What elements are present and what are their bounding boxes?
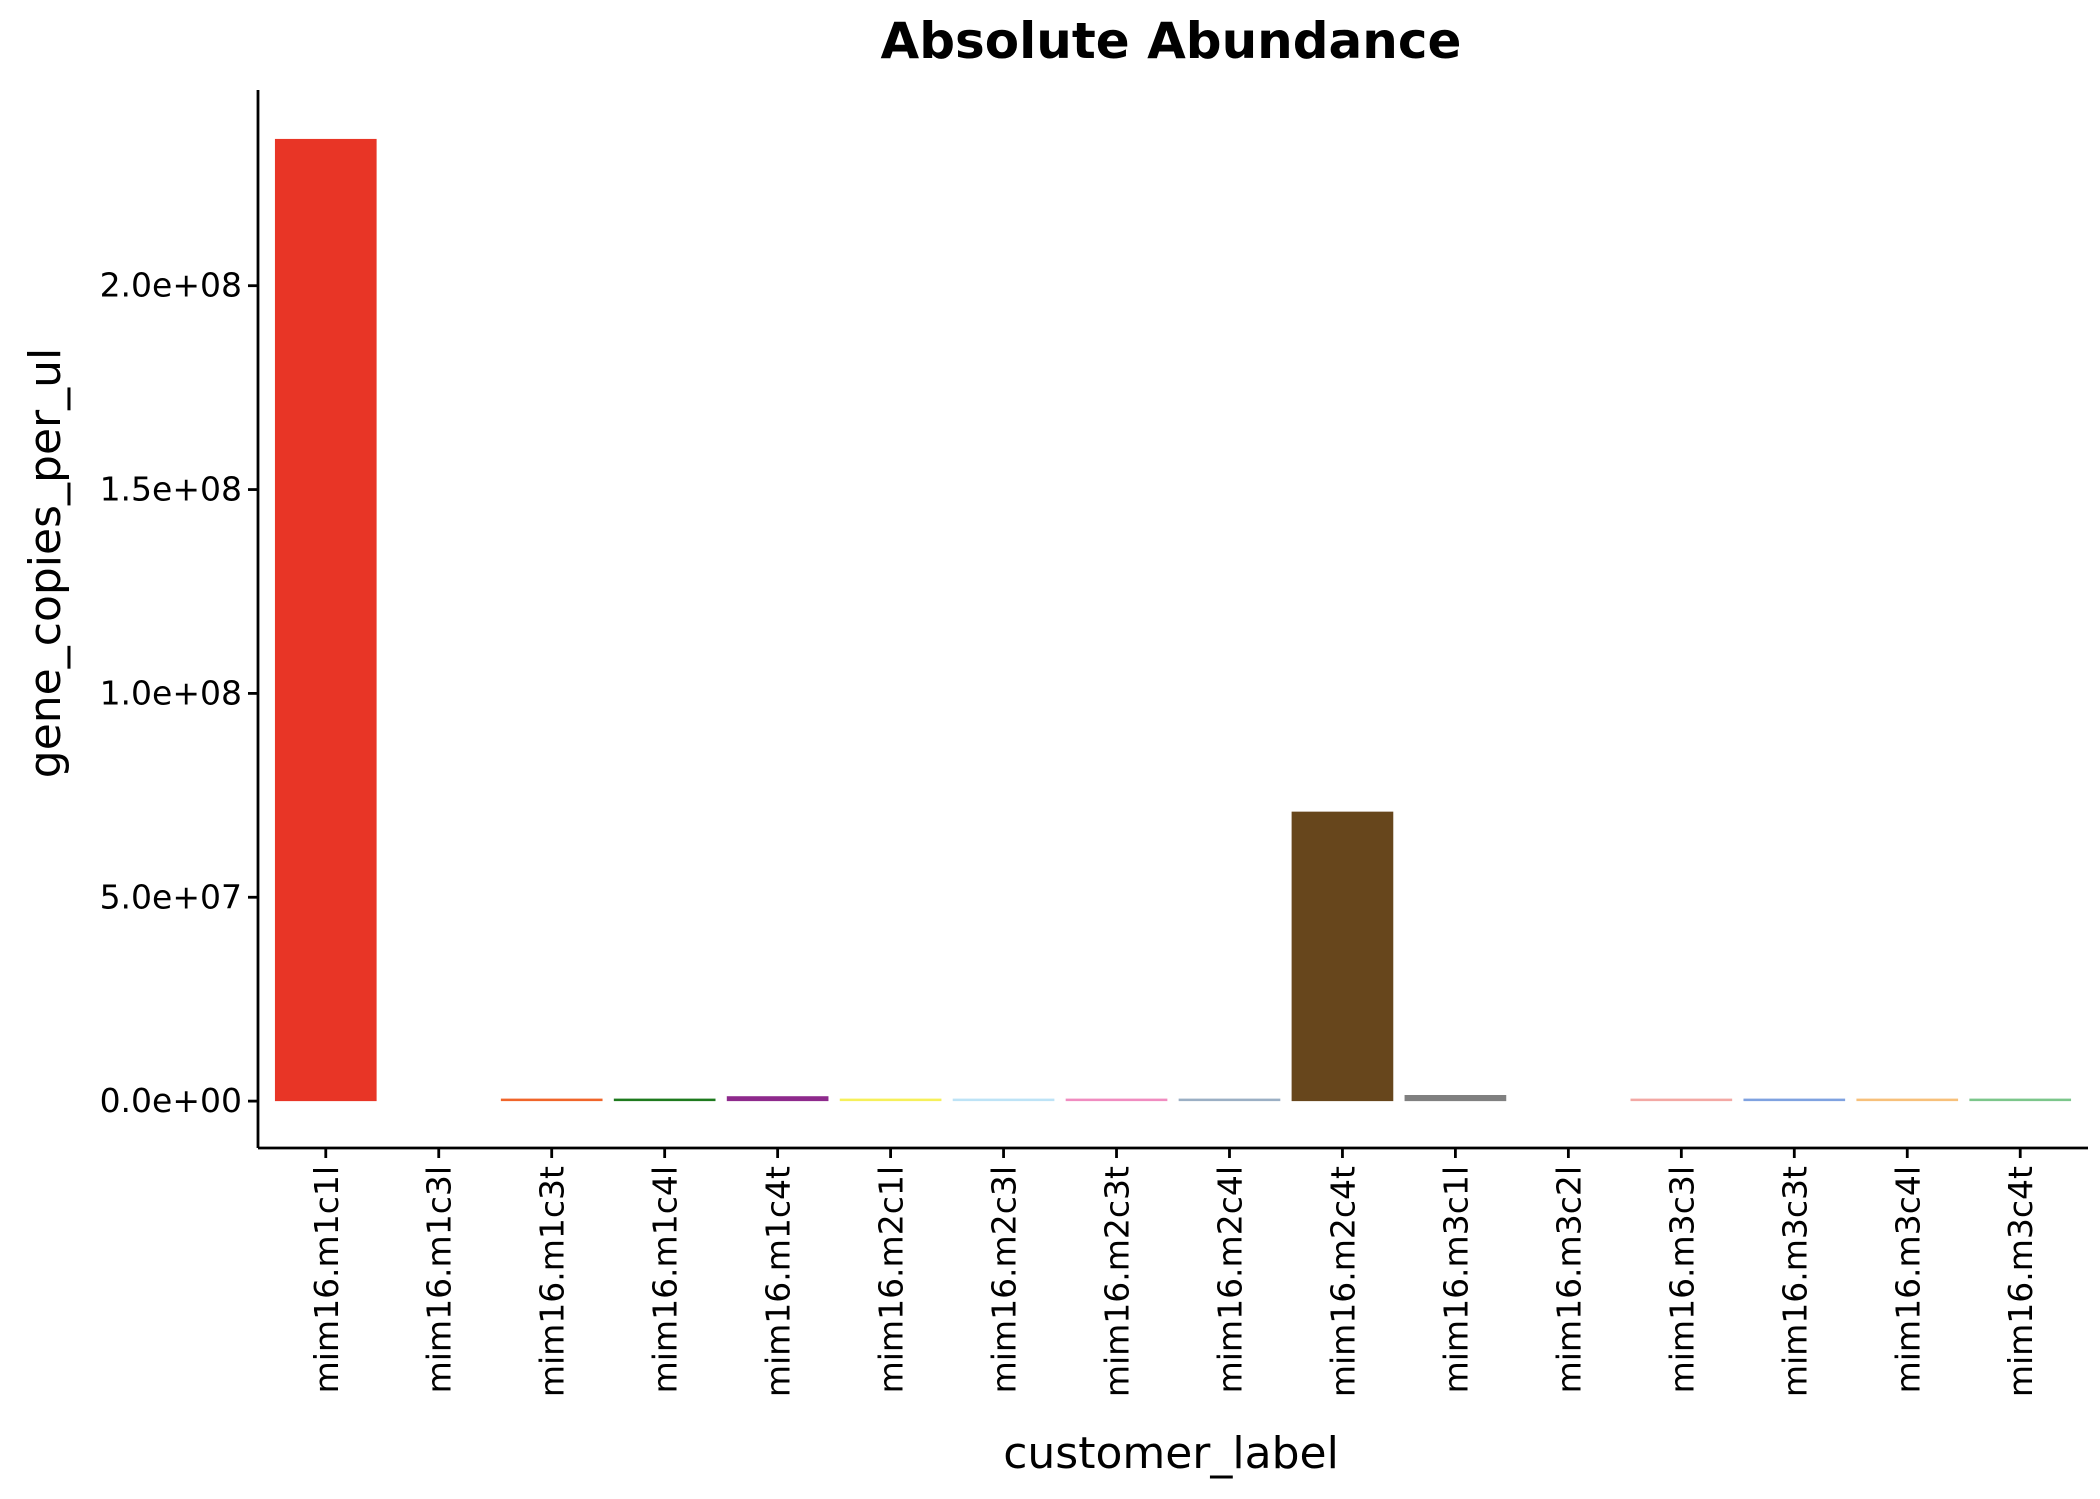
bar-mim16.m3c3l xyxy=(1630,1098,1733,1102)
bar-mim16.m2c1l xyxy=(839,1098,942,1102)
x-axis-title: customer_label xyxy=(1003,1428,1339,1479)
y-tick-label: 1.5e+08 xyxy=(100,470,242,509)
y-tick-label: 2.0e+08 xyxy=(100,266,242,305)
x-tick-label: mim16.m3c4l xyxy=(1888,1166,1927,1393)
y-tick-label: 1.0e+08 xyxy=(100,673,242,712)
x-axis: mim16.m1c1l mim16.m1c3l mim16.m1c3t mim16.m… xyxy=(258,1146,2088,1397)
x-tick-label: mim16.m1c3t xyxy=(533,1166,572,1397)
bar-mim16.m1c4t xyxy=(726,1096,829,1102)
x-tick-label: mim16.m2c4t xyxy=(1323,1166,1362,1397)
x-tick-label: mim16.m3c3l xyxy=(1662,1166,1701,1393)
x-tick-label: mim16.m3c4t xyxy=(2001,1166,2040,1397)
x-tick-label: mim16.m3c1l xyxy=(1436,1166,1475,1393)
x-tick-label: mim16.m1c1l xyxy=(307,1166,346,1393)
y-tick-label: 0.0e+00 xyxy=(100,1081,242,1120)
y-tick-label: 5.0e+07 xyxy=(100,877,242,916)
bar-mim16.m3c1l xyxy=(1404,1094,1507,1102)
bar-mim16.m2c3t xyxy=(1065,1098,1168,1102)
x-tick-label: mim16.m2c1l xyxy=(872,1166,911,1393)
bar-mim16.m3c4t xyxy=(1969,1098,2072,1102)
bar-mim16.m1c1l xyxy=(274,138,377,1102)
bar-mim16.m2c4t xyxy=(1291,811,1394,1102)
bar-mim16.m1c3t xyxy=(500,1098,603,1102)
bar-mim16.m2c3l xyxy=(952,1098,1055,1102)
chart-title: Absolute Abundance xyxy=(881,12,1462,70)
x-tick-label: mim16.m2c4l xyxy=(1210,1166,1249,1393)
x-tick-label: mim16.m3c3t xyxy=(1775,1166,1814,1397)
bar-mim16.m3c4l xyxy=(1856,1098,1959,1102)
x-tick-label: mim16.m1c3l xyxy=(420,1166,459,1393)
bar-mim16.m1c4l xyxy=(613,1098,716,1102)
x-tick-label: mim16.m2c3t xyxy=(1098,1166,1137,1397)
bar-mim16.m3c3t xyxy=(1743,1098,1846,1102)
x-tick-label: mim16.m2c3l xyxy=(985,1166,1024,1393)
x-tick-label: mim16.m3c2l xyxy=(1549,1166,1588,1393)
x-tick-label: mim16.m1c4l xyxy=(646,1166,685,1393)
y-axis-title: gene_copies_per_ul xyxy=(20,348,71,778)
x-tick-label: mim16.m1c4t xyxy=(759,1166,798,1397)
bar-mim16.m2c4l xyxy=(1178,1098,1281,1102)
y-axis: 0.0e+00 5.0e+07 1.0e+08 1.5e+08 2.0e+08 xyxy=(100,90,260,1148)
bars-group xyxy=(274,138,2072,1102)
